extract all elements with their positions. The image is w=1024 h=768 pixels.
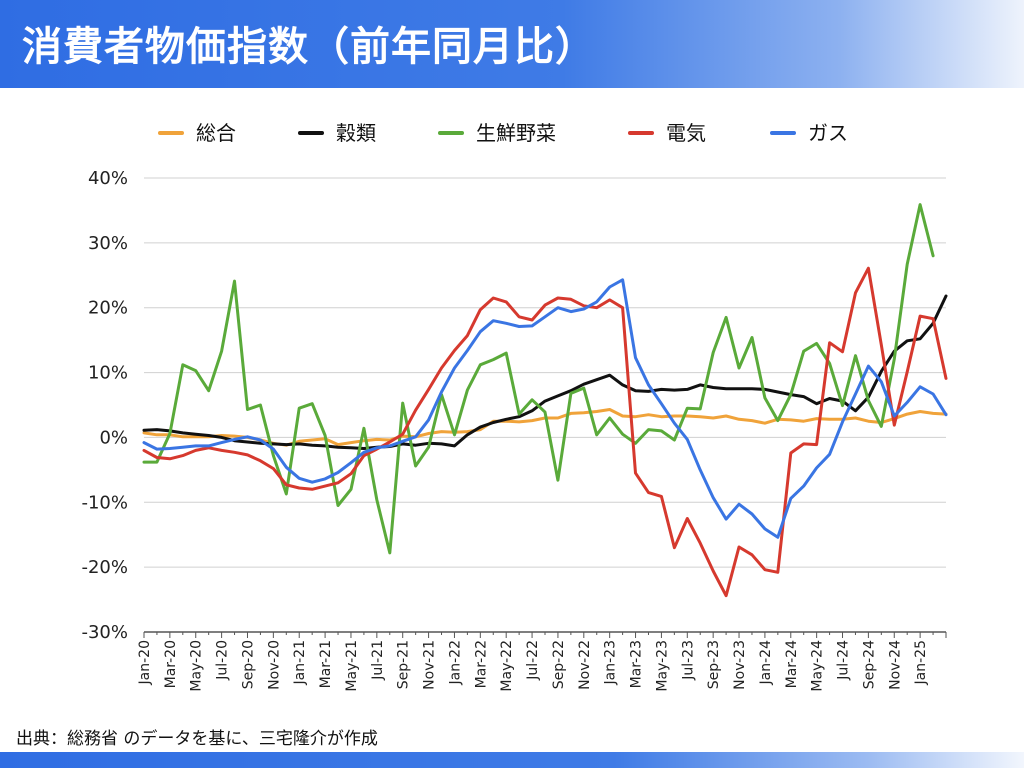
x-tick-label: May-22 — [499, 640, 515, 692]
legend-label: 生鮮野菜 — [476, 121, 556, 145]
x-tick-label: Nov-23 — [732, 640, 748, 690]
y-tick-label: -10% — [81, 492, 128, 513]
series-line-4 — [142, 278, 948, 539]
legend-label: 電気 — [666, 121, 706, 145]
x-tick-label: Sep-22 — [551, 640, 567, 689]
x-tick-label: Mar-20 — [163, 640, 179, 688]
title-bar: 消費者物価指数（前年同月比） — [0, 0, 1024, 88]
x-tick-label: Jul-23 — [680, 640, 696, 681]
x-tick-label: Sep-24 — [861, 640, 877, 689]
legend-label: 総合 — [196, 121, 236, 145]
x-tick-label: May-20 — [189, 640, 205, 692]
x-tick-label: Jan-22 — [447, 640, 463, 685]
x-tick-label: May-24 — [810, 640, 826, 692]
y-tick-label: 0% — [99, 427, 128, 448]
x-tick-label: Sep-21 — [396, 640, 412, 689]
x-tick-label: Jul-20 — [215, 640, 231, 681]
x-tick-label: Mar-21 — [318, 640, 334, 688]
x-tick-label: Mar-22 — [473, 640, 489, 688]
x-tick-label: May-23 — [654, 640, 670, 692]
page-title: 消費者物価指数（前年同月比） — [22, 24, 596, 70]
x-tick-label: Nov-21 — [422, 640, 438, 690]
legend-label: 穀類 — [336, 121, 376, 145]
y-tick-label: -30% — [81, 622, 128, 643]
x-tick-label: Jan-20 — [137, 640, 153, 685]
series-line-3 — [142, 266, 948, 598]
x-tick-label: Jul-21 — [370, 640, 386, 681]
series-line-1 — [142, 294, 948, 450]
x-tick-label: Jan-21 — [292, 640, 308, 685]
x-tick-label: Sep-23 — [706, 640, 722, 689]
x-tick-label: Jan-24 — [758, 640, 774, 686]
line-chart: -30% -20% -10% 0% 10% 20% 30% 40% Jan-20 Mar-20 Ma… — [81, 121, 948, 692]
x-tick-label: Nov-20 — [266, 640, 282, 690]
y-tick-label: -20% — [81, 557, 128, 578]
x-tick-label: May-21 — [344, 640, 360, 692]
x-tick-label: Nov-22 — [577, 640, 593, 690]
x-tick-label: Nov-24 — [887, 640, 903, 690]
x-tick-label: Mar-23 — [629, 640, 645, 688]
x-tick-label: Jan-23 — [603, 640, 619, 685]
x-tick-label: Jul-24 — [836, 640, 852, 681]
y-tick-label: 30% — [88, 233, 128, 254]
y-tick-label: 20% — [88, 298, 128, 319]
legend-label: ガス — [808, 121, 848, 145]
x-tick-label: Jan-25 — [913, 640, 929, 685]
series-line-2 — [142, 203, 935, 555]
x-tick-label: Mar-24 — [784, 640, 800, 688]
x-tick-label: Sep-20 — [240, 640, 256, 689]
y-tick-label: 10% — [88, 363, 128, 384]
x-tick-label: Jul-22 — [525, 640, 541, 681]
source-note: 出典：総務省 のデータを基に、三宅隆介が作成 — [16, 729, 378, 749]
y-tick-label: 40% — [88, 168, 128, 189]
footer-bar — [0, 752, 1024, 768]
